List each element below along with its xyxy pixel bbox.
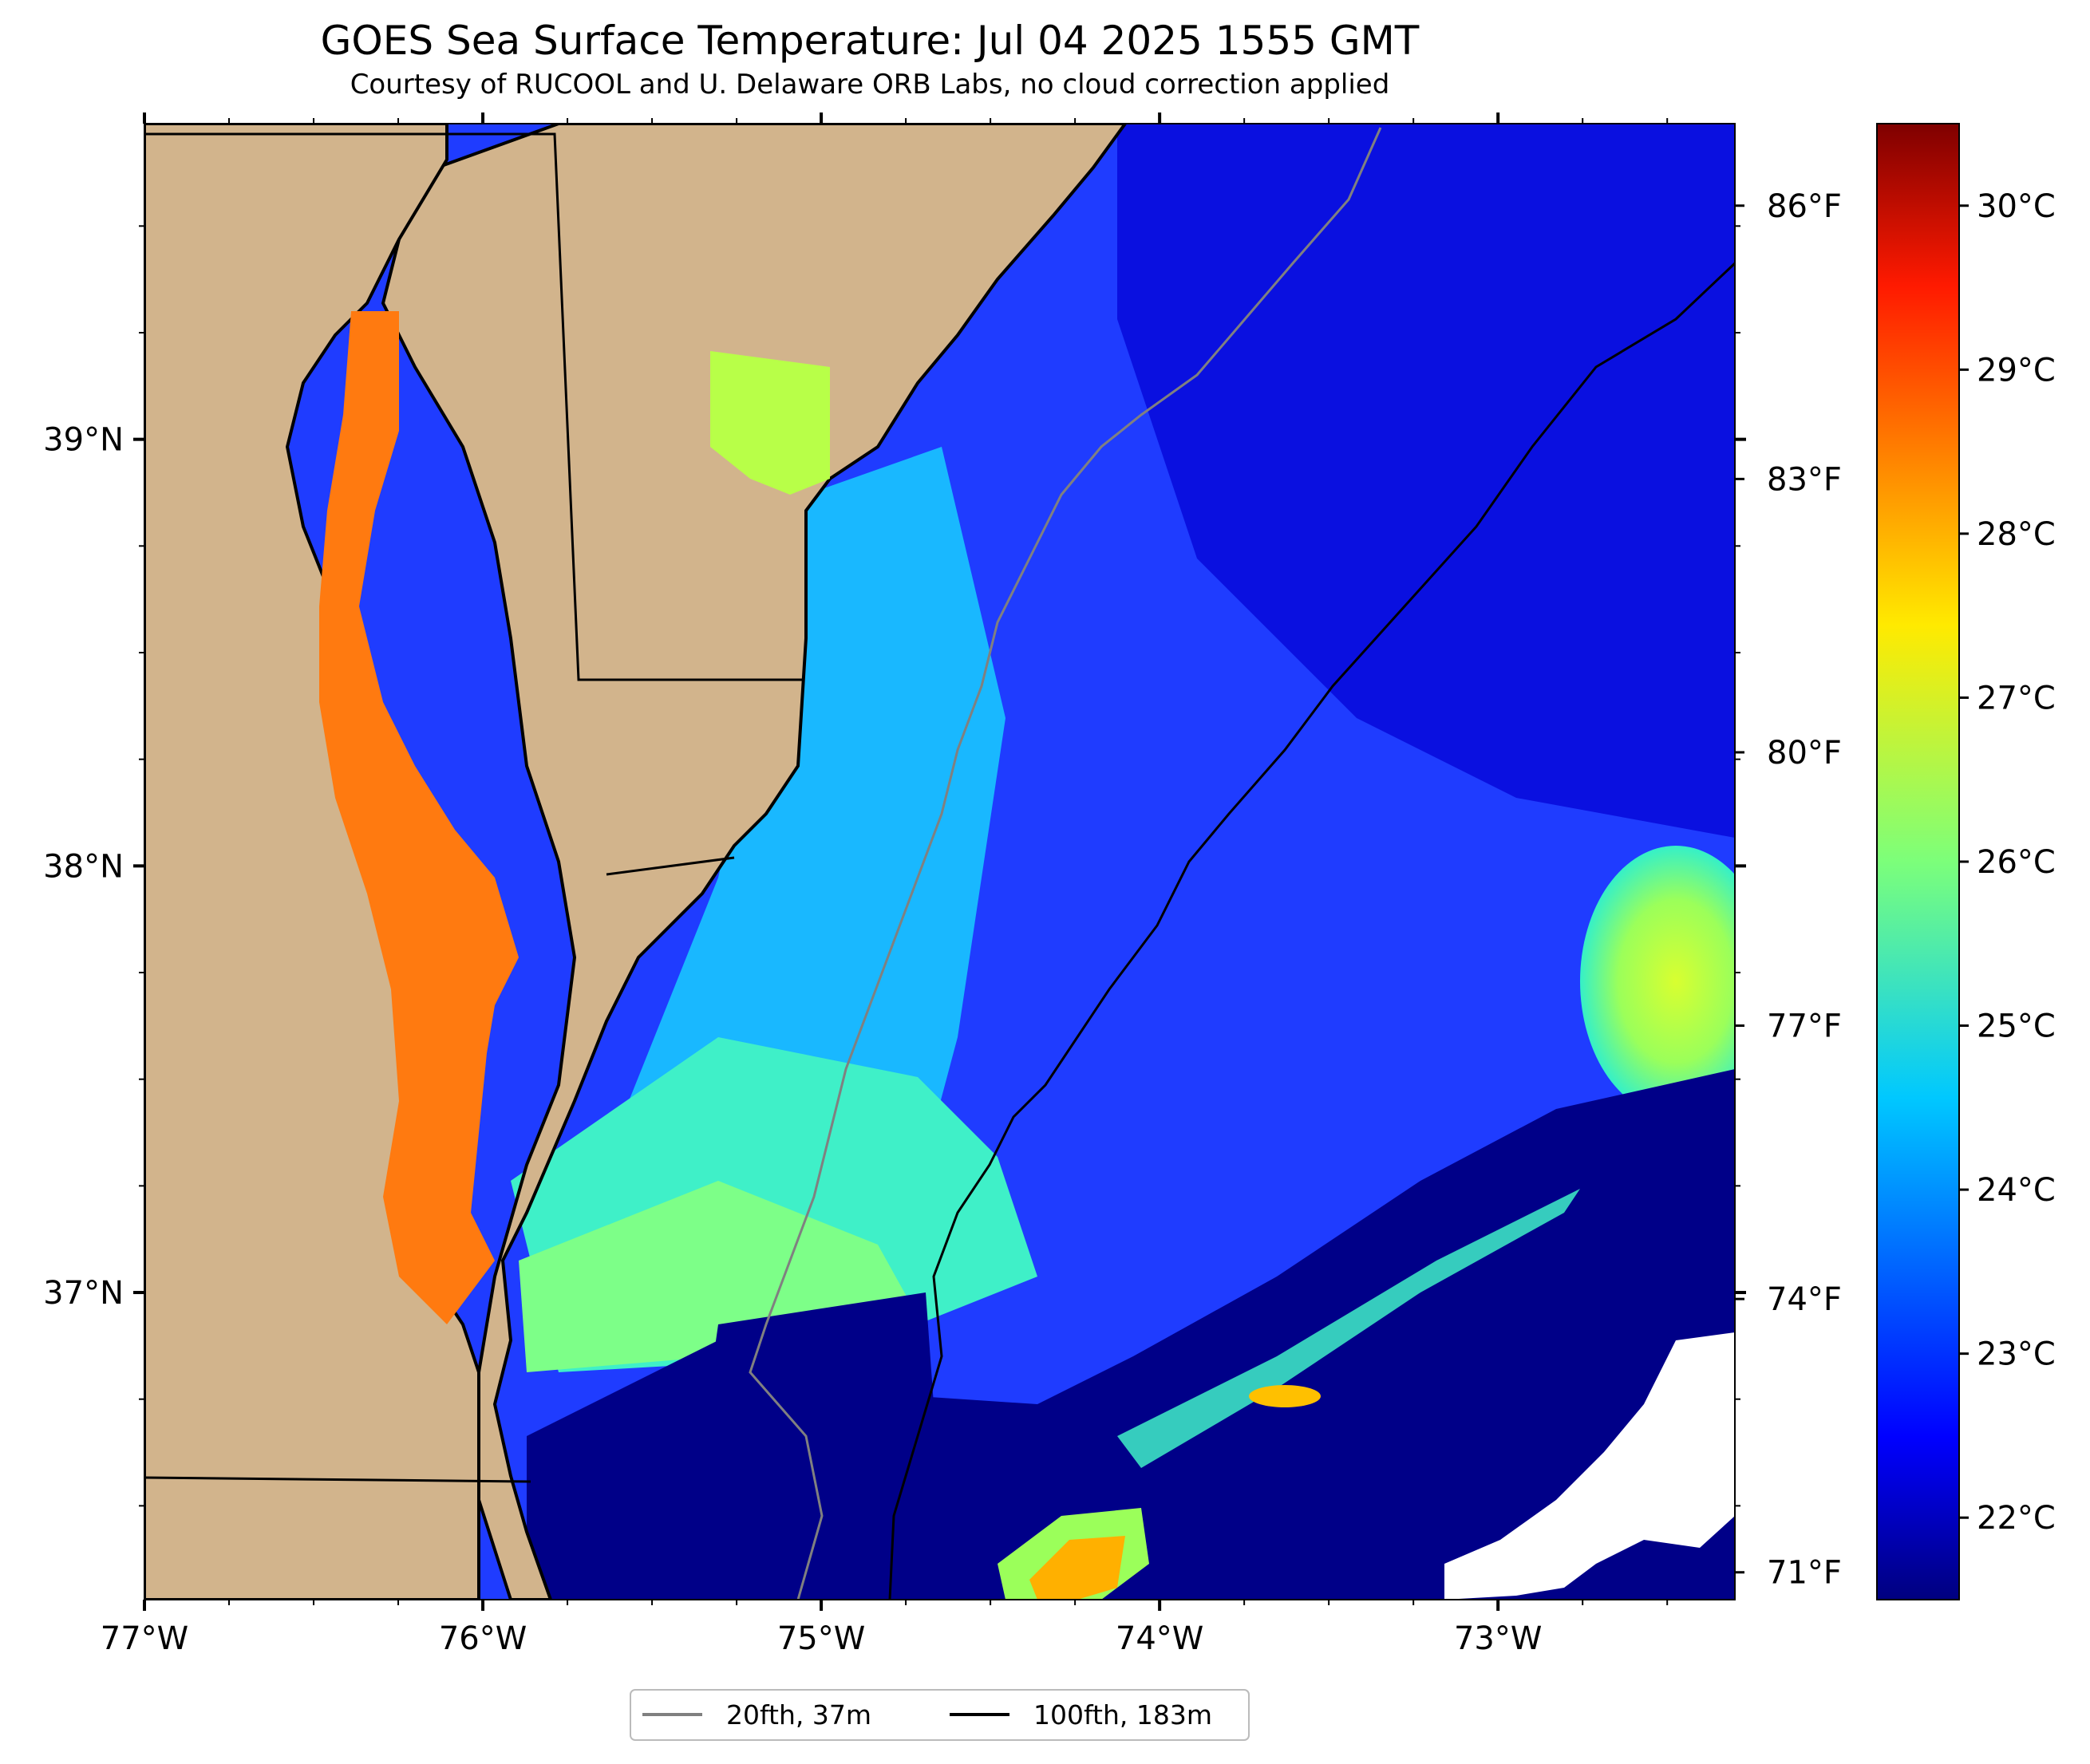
legend-box <box>630 1689 1250 1741</box>
cloud-mask-southeast <box>1444 1332 1735 1600</box>
colorbar-tick-label: 24°C <box>1977 1172 2056 1209</box>
fahrenheit-tick-label: 77°F <box>1767 1008 1842 1045</box>
state-boundary-md-va <box>606 856 735 876</box>
fahrenheit-tick-label: 74°F <box>1767 1281 1842 1318</box>
fahrenheit-axis: 86°F 83°F 80°F 77°F 74°F 71°F <box>1735 188 1842 1592</box>
colorbar-ticks: 30°C 29°C 28°C 27°C 26°C 25°C 24°C 23°C 22°C <box>1959 188 2056 1537</box>
colorbar-tick-label: 28°C <box>1977 516 2056 553</box>
chesapeake-bay-sst <box>319 311 519 1324</box>
state-boundary-va-nc <box>144 1476 531 1483</box>
delaware-bay-sst <box>710 351 830 495</box>
lat-tick-label: 38°N <box>43 848 124 885</box>
latitude-axis: 39°N 38°N 37°N <box>43 225 1746 1507</box>
map-title: GOES Sea Surface Temperature: Jul 04 202… <box>320 18 1420 64</box>
warm-eddy-east <box>1580 846 1735 1117</box>
lon-tick-label: 73°W <box>1454 1620 1542 1657</box>
colorbar-tick-label: 23°C <box>1977 1336 2056 1373</box>
lat-tick-label: 37°N <box>43 1275 124 1312</box>
lon-tick-label: 75°W <box>777 1620 865 1657</box>
colorbar-tick-label: 29°C <box>1977 352 2056 389</box>
colorbar-tick-label: 25°C <box>1977 1008 2056 1045</box>
lon-tick-label: 74°W <box>1116 1620 1203 1657</box>
longitude-axis: 77°W 76°W 75°W 74°W 73°W <box>101 112 1669 1657</box>
state-boundary-md-de <box>144 132 802 681</box>
fahrenheit-tick-label: 71°F <box>1767 1555 1842 1592</box>
colorbar-gradient <box>1876 123 1960 1600</box>
sst-map <box>144 124 1735 1600</box>
land-delmarva-peninsula <box>381 124 1128 1600</box>
warm-streak <box>1117 1189 1580 1468</box>
lon-tick-label: 77°W <box>101 1620 188 1657</box>
colorbar-tick-label: 30°C <box>1977 188 2056 225</box>
lon-tick-label: 76°W <box>439 1620 527 1657</box>
warm-filament-core <box>1029 1536 1125 1600</box>
isobath-legend: 20fth, 37m 100fth, 183m <box>630 1689 1250 1741</box>
colorbar-tick-label: 26°C <box>1977 844 2056 881</box>
warm-patch-small <box>1249 1385 1321 1407</box>
map-subtitle: Courtesy of RUCOOL and U. Delaware ORB L… <box>350 69 1390 101</box>
fahrenheit-tick-label: 80°F <box>1767 735 1842 772</box>
colorbar-tick-label: 22°C <box>1977 1500 2056 1537</box>
isobath-100fth <box>888 262 1735 1600</box>
fahrenheit-tick-label: 86°F <box>1767 188 1842 225</box>
lat-tick-label: 39°N <box>43 422 124 459</box>
colorbar-tick-label: 27°C <box>1977 680 2056 716</box>
isobath-20fth <box>749 127 1382 1600</box>
cool-water-northeast <box>1117 124 1735 838</box>
fahrenheit-tick-label: 83°F <box>1767 461 1842 498</box>
legend-label-20fth: 20fth, 37m <box>726 1699 871 1730</box>
colorbar: 30°C 29°C 28°C 27°C 26°C 25°C 24°C 23°C 22°C <box>1876 123 2056 1600</box>
plot-frame <box>144 123 1736 1600</box>
cold-area-south-center <box>702 1292 934 1516</box>
legend-label-100fth: 100fth, 183m <box>1033 1699 1212 1730</box>
